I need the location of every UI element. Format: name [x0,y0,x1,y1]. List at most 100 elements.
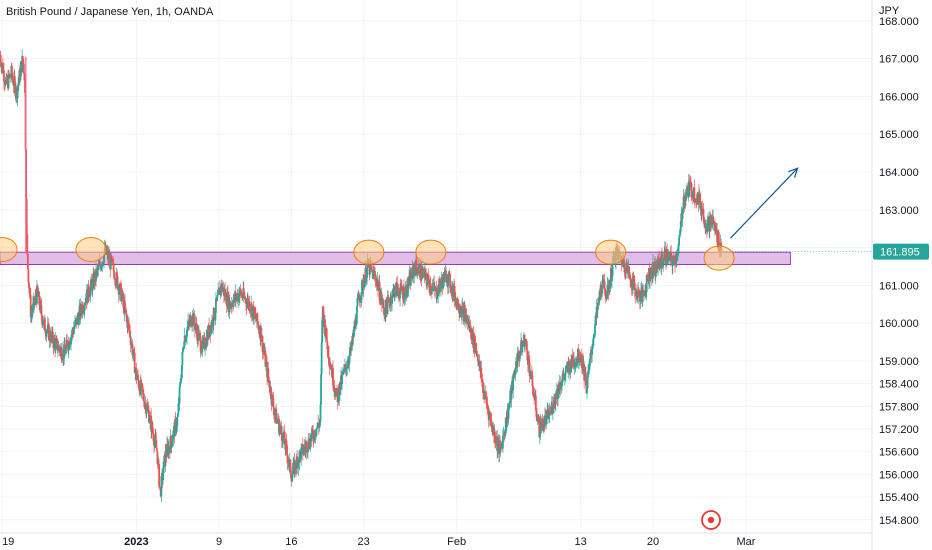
candle-body [54,339,57,350]
candle-body [24,80,26,93]
candle-body [285,440,288,445]
candle-body [34,295,37,300]
candle-body [421,277,424,279]
candle-body [43,318,46,331]
candle-body [290,473,292,479]
candle-body [14,81,17,97]
candle-body [480,379,483,381]
x-tick-label: 19 [2,536,14,548]
candle-body [135,367,138,380]
candle-body [463,308,466,322]
candle-body [131,343,134,356]
candle-body [136,378,138,380]
candle-body [482,382,484,394]
candle-body [155,440,158,449]
candle-body [127,320,130,324]
candle-body [164,450,167,467]
candle-body [421,271,424,278]
candle-body [11,75,14,79]
candle-body [513,373,516,377]
candle-body [129,337,132,345]
candle-body [707,217,709,220]
candle-body [347,362,350,364]
candle-body [445,270,447,283]
candle-body [314,435,317,438]
candle-body [1,63,4,74]
x-tick-label: 13 [575,536,587,548]
candle-body [706,219,709,233]
candle-body [413,267,416,270]
candle-body [50,332,53,343]
candle-body [332,385,335,389]
candle-body [391,290,394,299]
candle-body [101,262,104,267]
candle-body [438,278,441,294]
candle-body [0,64,3,68]
candle-body [121,291,124,302]
candle-body [49,330,51,340]
candle-body [342,368,345,374]
candle-body [654,273,657,277]
candle-body [526,349,529,361]
candle-body [462,305,465,308]
candle-body [634,292,637,296]
candle-body [584,372,587,386]
candle-body [241,297,244,299]
candle-body [488,412,491,421]
candle-body [394,284,397,293]
candle-body [570,367,572,373]
candle-body [643,292,646,296]
candle-body [204,348,207,350]
candle-body [440,283,442,290]
candle-body [522,342,525,344]
candle-body [532,386,534,396]
candle-body [309,437,312,449]
candle-body [280,425,283,433]
candle-body [403,287,405,302]
candle-body [120,283,122,301]
candle-body [587,372,590,376]
candle-body [29,294,32,296]
candle-body [359,299,362,301]
candle-body [457,298,459,309]
candle-body [475,350,478,352]
candle-body [194,323,196,330]
candle-body [435,287,438,299]
candle-body [30,314,33,318]
candle-body [171,439,174,443]
candle-body [675,257,678,261]
candle-body [677,245,680,249]
candle-body [596,304,599,311]
price-axis[interactable]: JPY 168.000 167.000 166.000 165.000 164.000 1… [879,5,919,527]
candle-body [41,315,43,324]
candle-body [152,433,155,442]
candle-body [219,286,222,296]
candle-body [146,406,149,412]
candle-body [348,354,351,364]
candle-body [171,442,174,447]
projection-arrow-shaft [730,167,799,239]
target-icon[interactable] [701,510,721,530]
x-tick-label: Feb [447,536,466,548]
candle-body [565,366,567,373]
candle-body [625,265,628,273]
candle-body [683,196,686,205]
candle-body [288,459,291,464]
candle-body [602,278,605,282]
candle-body [58,345,60,349]
candle-body [291,470,294,475]
candle-body [517,351,520,356]
candle-body [199,337,202,352]
candle-body [40,301,42,306]
candle-body [101,262,104,264]
candle-body [303,446,306,449]
candle-body [38,292,41,305]
candle-body [521,343,524,345]
time-axis[interactable]: 19 2023 9 16 23 Feb 13 20 Mar [2,536,756,548]
candle-body [372,269,375,279]
candle-body [657,256,660,259]
candle-body [141,386,144,393]
candle-body [42,319,45,326]
candle-body [195,323,198,331]
